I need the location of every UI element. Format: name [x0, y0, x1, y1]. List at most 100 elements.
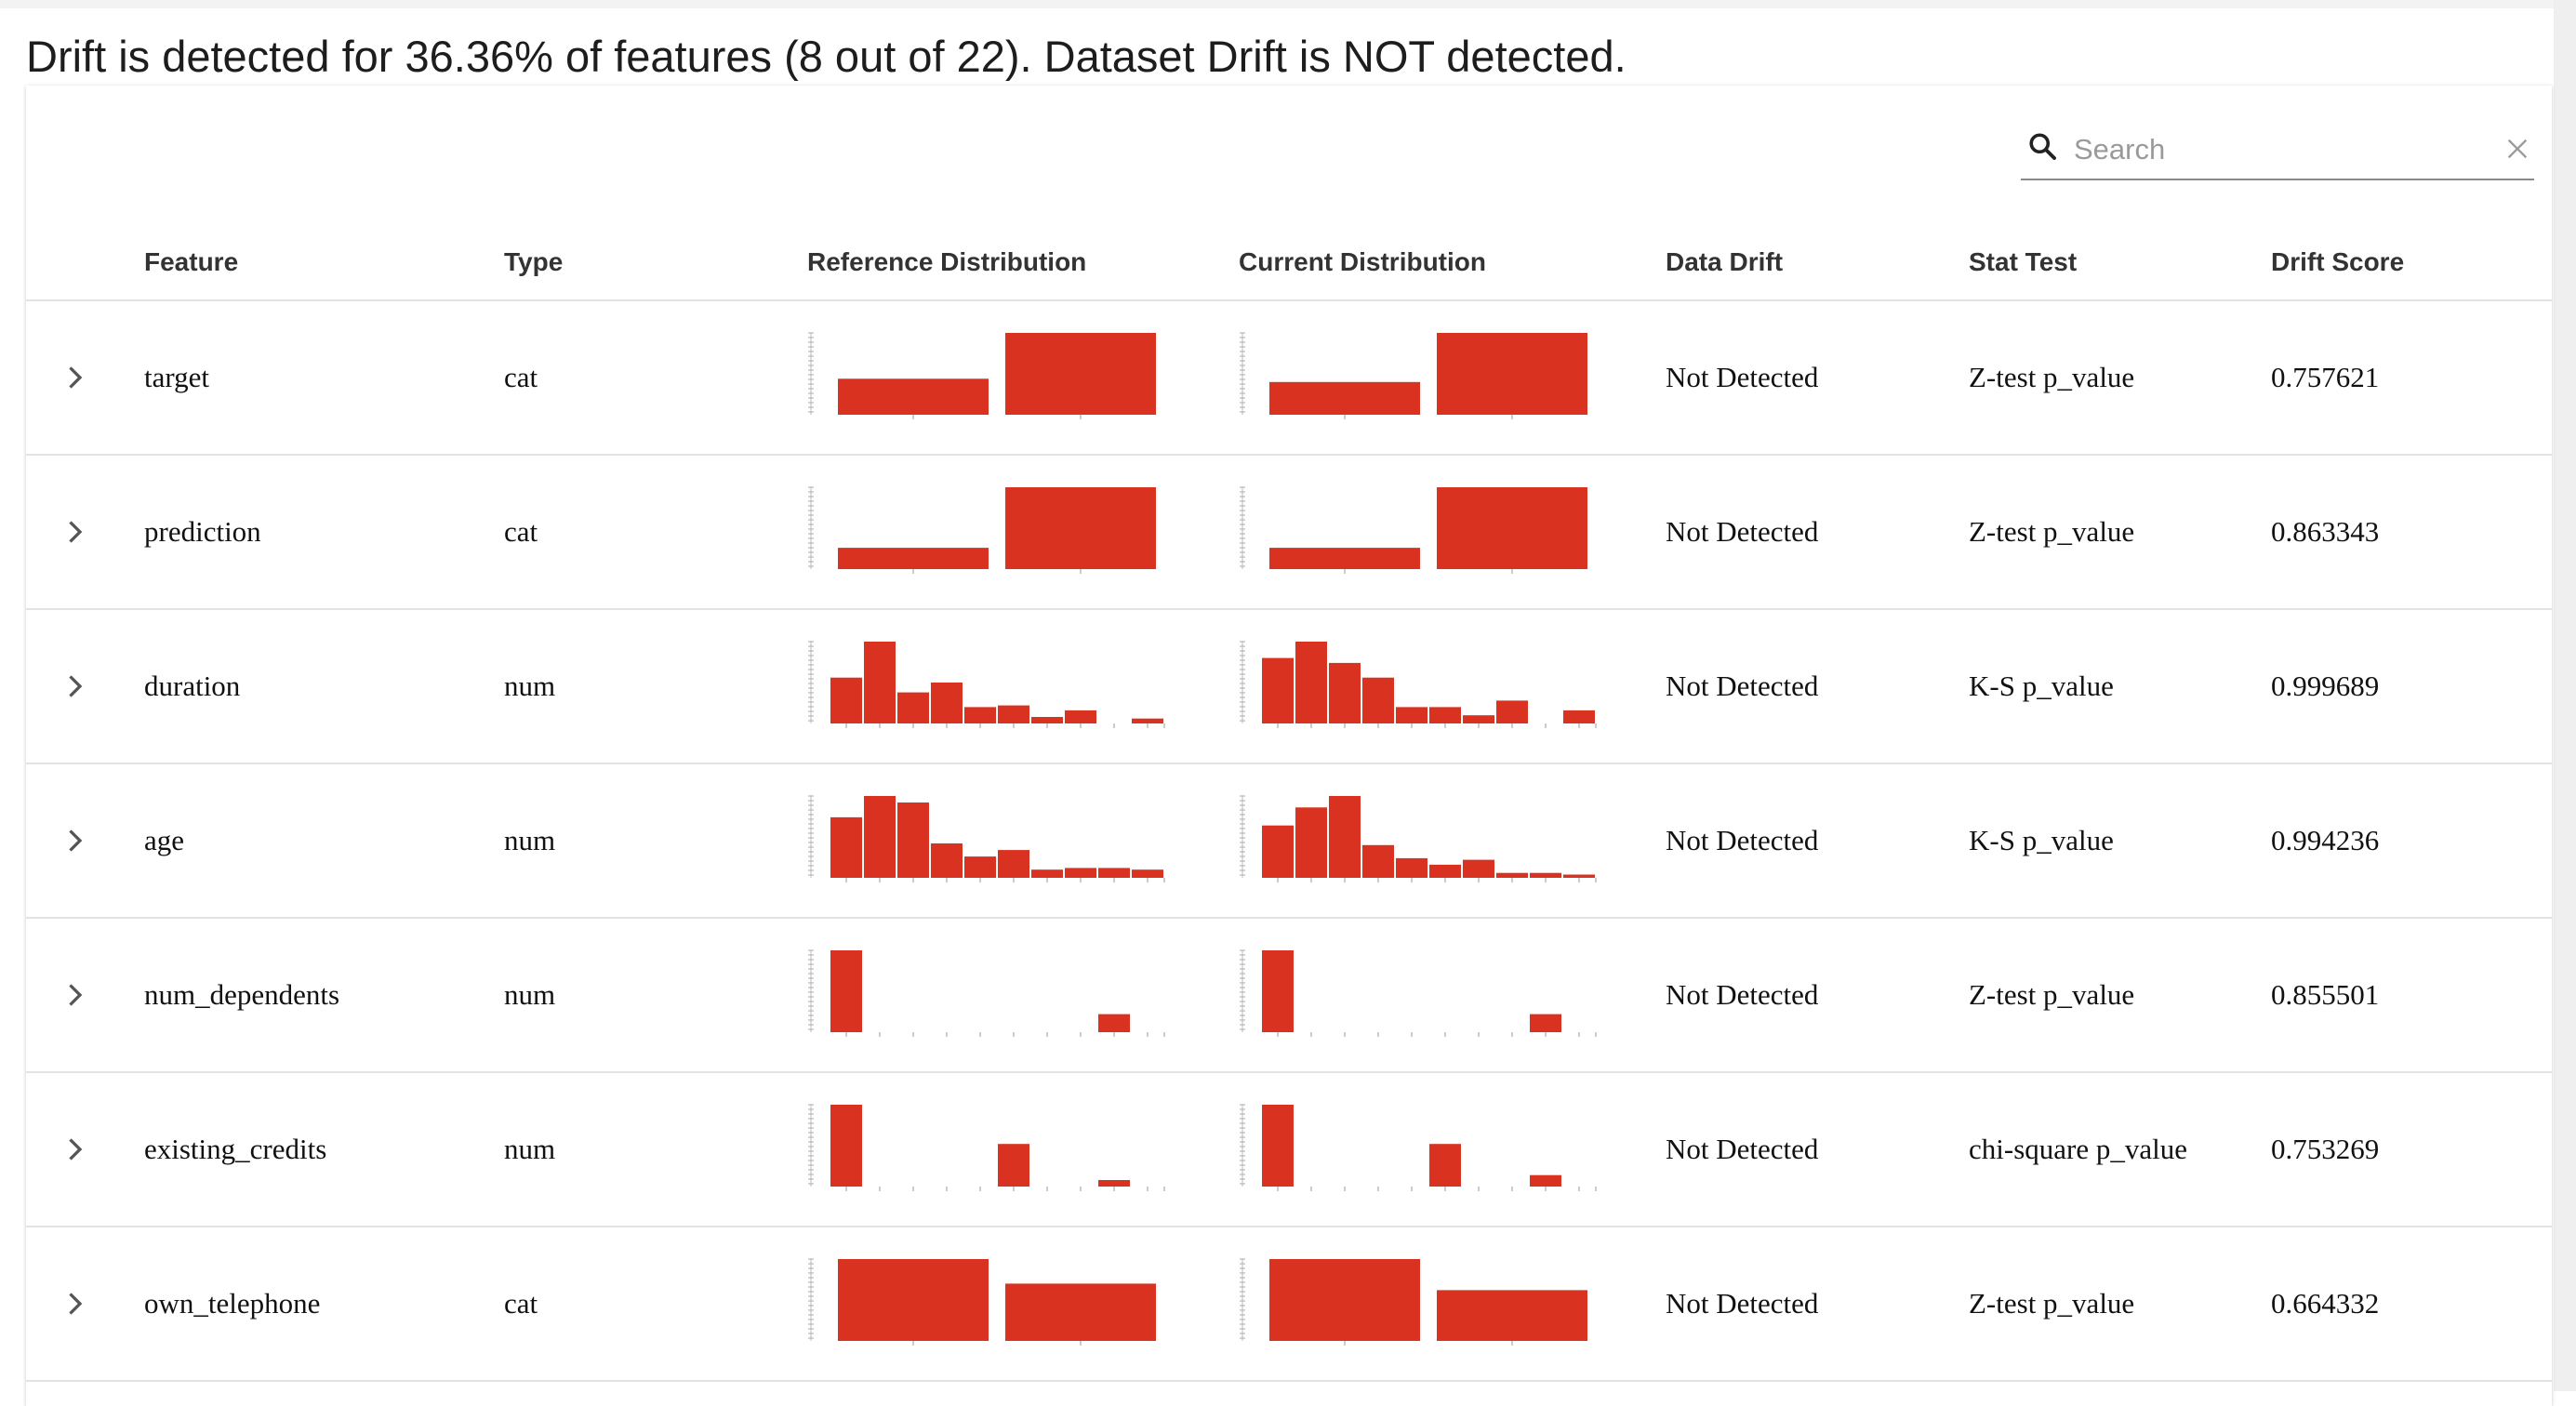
- column-header-stat-test[interactable]: Stat Test: [1969, 247, 2078, 276]
- data-drift-status: Not Detected: [1666, 515, 1819, 548]
- data-drift-status: Not Detected: [1666, 1133, 1819, 1165]
- current-distribution-chart: [1240, 795, 1597, 882]
- reference-distribution-bar-6: [1031, 869, 1063, 878]
- feature-name: prediction: [144, 515, 261, 548]
- current-distribution-bar-0: [1269, 548, 1420, 569]
- current-distribution-bar-0: [1262, 657, 1294, 723]
- page-scrollbar-track[interactable]: [2554, 0, 2576, 1391]
- reference-distribution-bar-9: [1132, 718, 1163, 723]
- top-strip: [0, 0, 2576, 8]
- drift-score: 0.863343: [2271, 515, 2380, 548]
- stat-test: Z-test p_value: [1969, 515, 2135, 548]
- current-distribution-chart: [1240, 641, 1597, 728]
- reference-distribution-bar-0: [838, 378, 989, 415]
- current-distribution-bar-6: [1463, 715, 1494, 723]
- feature-name: existing_credits: [144, 1133, 327, 1165]
- reference-distribution-bar-0: [830, 677, 862, 723]
- stat-test: Z-test p_value: [1969, 361, 2135, 393]
- search-input[interactable]: [2074, 123, 2464, 177]
- chevron-right-icon[interactable]: [58, 670, 91, 703]
- feature-type: num: [504, 670, 556, 702]
- current-distribution-bar-0: [1269, 381, 1420, 415]
- chevron-right-icon[interactable]: [58, 1133, 91, 1166]
- current-distribution-bar-4: [1396, 707, 1427, 723]
- current-distribution-bar-3: [1362, 677, 1394, 723]
- reference-distribution-chart: [808, 1104, 1165, 1191]
- reference-distribution-bar-0: [830, 950, 862, 1032]
- table-row[interactable]: own_telephone cat Not Detected Z-test p_val…: [26, 1227, 2552, 1382]
- column-header-feature[interactable]: Feature: [144, 247, 239, 276]
- chevron-right-icon[interactable]: [58, 1287, 91, 1320]
- drift-score: 0.757621: [2271, 361, 2380, 393]
- search-box: [2021, 123, 2534, 180]
- current-distribution-bar-0: [1262, 1105, 1294, 1187]
- current-distribution-bar-1: [1295, 807, 1327, 878]
- reference-distribution-bar-1: [1005, 1283, 1156, 1341]
- close-icon[interactable]: [2504, 136, 2530, 162]
- current-distribution-chart: [1240, 332, 1587, 419]
- table-row[interactable]: duration num Not Detected K-S p_value 0.9996…: [26, 610, 2552, 764]
- feature-type: cat: [504, 361, 538, 393]
- current-distribution-bar-3: [1362, 844, 1394, 878]
- column-header-drift-score[interactable]: Drift Score: [2271, 247, 2405, 276]
- current-distribution-bar-2: [1329, 796, 1361, 878]
- reference-distribution-chart: [808, 1258, 1156, 1346]
- column-header-reference-distribution[interactable]: Reference Distribution: [807, 247, 1087, 276]
- table-row[interactable]: existing_credits num Not Detected chi-squar…: [26, 1073, 2552, 1227]
- reference-distribution-bar-9: [1132, 869, 1163, 878]
- table-row[interactable]: num_dependents num Not Detected Z-test p_va…: [26, 919, 2552, 1073]
- feature-name: own_telephone: [144, 1287, 321, 1320]
- reference-distribution-chart: [808, 332, 1156, 419]
- reference-distribution-bar-6: [1031, 717, 1063, 723]
- stat-test: K-S p_value: [1969, 824, 2114, 856]
- reference-distribution-bar-8: [1098, 1180, 1130, 1187]
- reference-distribution-bar-3: [931, 683, 963, 723]
- data-drift-status: Not Detected: [1666, 361, 1819, 393]
- reference-distribution-bar-0: [838, 548, 989, 569]
- chevron-right-icon[interactable]: [58, 361, 91, 394]
- chevron-right-icon[interactable]: [58, 824, 91, 857]
- current-distribution-chart: [1240, 486, 1587, 574]
- current-distribution-bar-2: [1329, 662, 1361, 723]
- current-distribution-bar-0: [1262, 950, 1294, 1032]
- current-distribution-bar-5: [1429, 1144, 1461, 1187]
- column-header-type[interactable]: Type: [504, 247, 564, 276]
- reference-distribution-bar-3: [931, 843, 963, 878]
- current-distribution-bar-5: [1429, 864, 1461, 878]
- feature-type: cat: [504, 515, 538, 548]
- search-icon: [2029, 133, 2056, 160]
- current-distribution-bar-8: [1530, 1174, 1561, 1187]
- feature-type: num: [504, 824, 556, 856]
- table-header: Feature Type Reference Distribution Curr…: [26, 225, 2552, 301]
- reference-distribution-bar-0: [830, 816, 862, 878]
- feature-name: num_dependents: [144, 978, 340, 1011]
- feature-name: target: [144, 361, 210, 393]
- reference-distribution-bar-1: [864, 796, 896, 878]
- reference-distribution-bar-0: [838, 1259, 989, 1341]
- table-row[interactable]: target cat Not Detected Z-test p_value 0.757…: [26, 301, 2552, 456]
- drift-score: 0.664332: [2271, 1287, 2380, 1320]
- drift-score: 0.994236: [2271, 824, 2380, 856]
- data-drift-status: Not Detected: [1666, 1287, 1819, 1320]
- column-header-current-distribution[interactable]: Current Distribution: [1239, 247, 1486, 276]
- reference-distribution-bar-5: [998, 1144, 1029, 1187]
- column-header-data-drift[interactable]: Data Drift: [1666, 247, 1784, 276]
- drift-score: 0.999689: [2271, 670, 2380, 702]
- reference-distribution-bar-2: [897, 692, 929, 723]
- chevron-right-icon[interactable]: [58, 978, 91, 1012]
- current-distribution-chart: [1240, 1104, 1597, 1191]
- feature-type: cat: [504, 1287, 538, 1320]
- current-distribution-bar-1: [1437, 1290, 1587, 1341]
- reference-distribution-bar-8: [1098, 1014, 1130, 1032]
- table-row[interactable]: prediction cat Not Detected Z-test p_value 0…: [26, 456, 2552, 610]
- drift-score: 0.753269: [2271, 1133, 2380, 1165]
- current-distribution-bar-6: [1463, 859, 1494, 878]
- reference-distribution-bar-5: [998, 850, 1029, 878]
- reference-distribution-bar-1: [1005, 333, 1156, 415]
- table-row[interactable]: age num Not Detected K-S p_value 0.994236: [26, 764, 2552, 919]
- chevron-right-icon[interactable]: [58, 515, 91, 549]
- data-drift-status: Not Detected: [1666, 670, 1819, 702]
- data-drift-status: Not Detected: [1666, 978, 1819, 1011]
- reference-distribution-bar-7: [1065, 868, 1096, 878]
- current-distribution-chart: [1240, 949, 1597, 1037]
